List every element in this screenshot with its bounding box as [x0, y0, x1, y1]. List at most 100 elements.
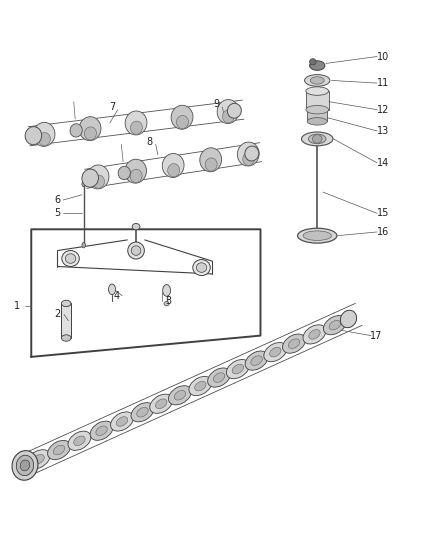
Ellipse shape: [128, 242, 145, 259]
Ellipse shape: [33, 123, 55, 147]
Ellipse shape: [79, 117, 101, 141]
Ellipse shape: [168, 164, 180, 177]
Ellipse shape: [308, 134, 326, 144]
Ellipse shape: [283, 334, 305, 353]
Text: 16: 16: [377, 227, 389, 237]
Ellipse shape: [223, 110, 234, 123]
Text: 9: 9: [214, 99, 220, 109]
Text: 2: 2: [54, 309, 60, 319]
Ellipse shape: [20, 460, 30, 471]
Ellipse shape: [118, 166, 131, 180]
Ellipse shape: [110, 412, 134, 431]
Text: 17: 17: [370, 330, 382, 341]
Ellipse shape: [177, 116, 188, 128]
Ellipse shape: [130, 169, 142, 182]
Ellipse shape: [70, 124, 82, 137]
Bar: [307, 111, 327, 122]
Ellipse shape: [169, 386, 191, 405]
Ellipse shape: [340, 310, 357, 328]
Ellipse shape: [117, 417, 128, 426]
Ellipse shape: [251, 356, 262, 366]
Ellipse shape: [213, 373, 225, 382]
Bar: [61, 303, 71, 338]
Text: 7: 7: [109, 102, 115, 112]
Text: 8: 8: [146, 136, 152, 147]
Ellipse shape: [137, 407, 148, 417]
Ellipse shape: [301, 132, 333, 146]
Ellipse shape: [27, 450, 50, 469]
Ellipse shape: [323, 316, 346, 335]
Ellipse shape: [310, 77, 324, 84]
Ellipse shape: [171, 106, 193, 129]
Text: 12: 12: [377, 104, 389, 115]
Ellipse shape: [12, 450, 38, 480]
Ellipse shape: [131, 402, 154, 422]
Ellipse shape: [162, 154, 184, 177]
Text: 10: 10: [377, 52, 389, 61]
Ellipse shape: [131, 246, 141, 255]
Ellipse shape: [155, 399, 167, 409]
Text: 5: 5: [54, 208, 60, 219]
Ellipse shape: [68, 431, 91, 450]
Ellipse shape: [306, 106, 328, 114]
Ellipse shape: [132, 223, 140, 230]
Ellipse shape: [303, 325, 326, 344]
Ellipse shape: [16, 455, 34, 475]
Text: 3: 3: [166, 296, 172, 306]
Ellipse shape: [74, 436, 85, 446]
Ellipse shape: [245, 351, 268, 370]
Ellipse shape: [25, 127, 42, 145]
Ellipse shape: [310, 61, 325, 70]
Ellipse shape: [306, 87, 328, 95]
Ellipse shape: [85, 127, 96, 140]
Ellipse shape: [307, 118, 327, 125]
Ellipse shape: [269, 348, 281, 357]
Ellipse shape: [109, 284, 116, 295]
Ellipse shape: [200, 148, 222, 172]
Ellipse shape: [82, 243, 85, 248]
Bar: [306, 91, 328, 110]
Text: 1: 1: [14, 301, 20, 311]
Text: 11: 11: [377, 78, 389, 88]
Ellipse shape: [48, 440, 71, 459]
Ellipse shape: [217, 100, 239, 124]
Ellipse shape: [162, 285, 170, 296]
Ellipse shape: [65, 254, 76, 263]
Text: 15: 15: [377, 208, 389, 219]
Ellipse shape: [329, 320, 341, 330]
Ellipse shape: [87, 165, 109, 189]
Ellipse shape: [309, 329, 320, 339]
Ellipse shape: [82, 181, 85, 187]
Ellipse shape: [53, 445, 65, 455]
Ellipse shape: [226, 359, 249, 378]
Ellipse shape: [205, 158, 217, 171]
Ellipse shape: [310, 59, 316, 65]
Text: 13: 13: [377, 126, 389, 136]
Ellipse shape: [312, 135, 322, 143]
Ellipse shape: [297, 228, 337, 243]
Ellipse shape: [194, 381, 206, 391]
Ellipse shape: [174, 391, 186, 400]
Ellipse shape: [245, 146, 259, 161]
Ellipse shape: [39, 133, 50, 146]
Ellipse shape: [33, 455, 44, 464]
Ellipse shape: [90, 421, 113, 440]
Ellipse shape: [150, 394, 173, 414]
Text: 6: 6: [54, 195, 60, 205]
Ellipse shape: [196, 263, 207, 272]
Ellipse shape: [125, 111, 147, 135]
Text: 4: 4: [113, 290, 120, 301]
Ellipse shape: [61, 335, 71, 341]
Ellipse shape: [164, 302, 169, 306]
Ellipse shape: [264, 343, 287, 362]
Ellipse shape: [304, 75, 330, 86]
Ellipse shape: [243, 152, 255, 165]
Ellipse shape: [288, 339, 300, 349]
Ellipse shape: [131, 121, 142, 134]
Ellipse shape: [189, 376, 212, 395]
Ellipse shape: [92, 175, 105, 188]
Ellipse shape: [237, 142, 259, 166]
Ellipse shape: [61, 300, 71, 306]
Text: 14: 14: [377, 158, 389, 168]
Ellipse shape: [62, 251, 79, 266]
